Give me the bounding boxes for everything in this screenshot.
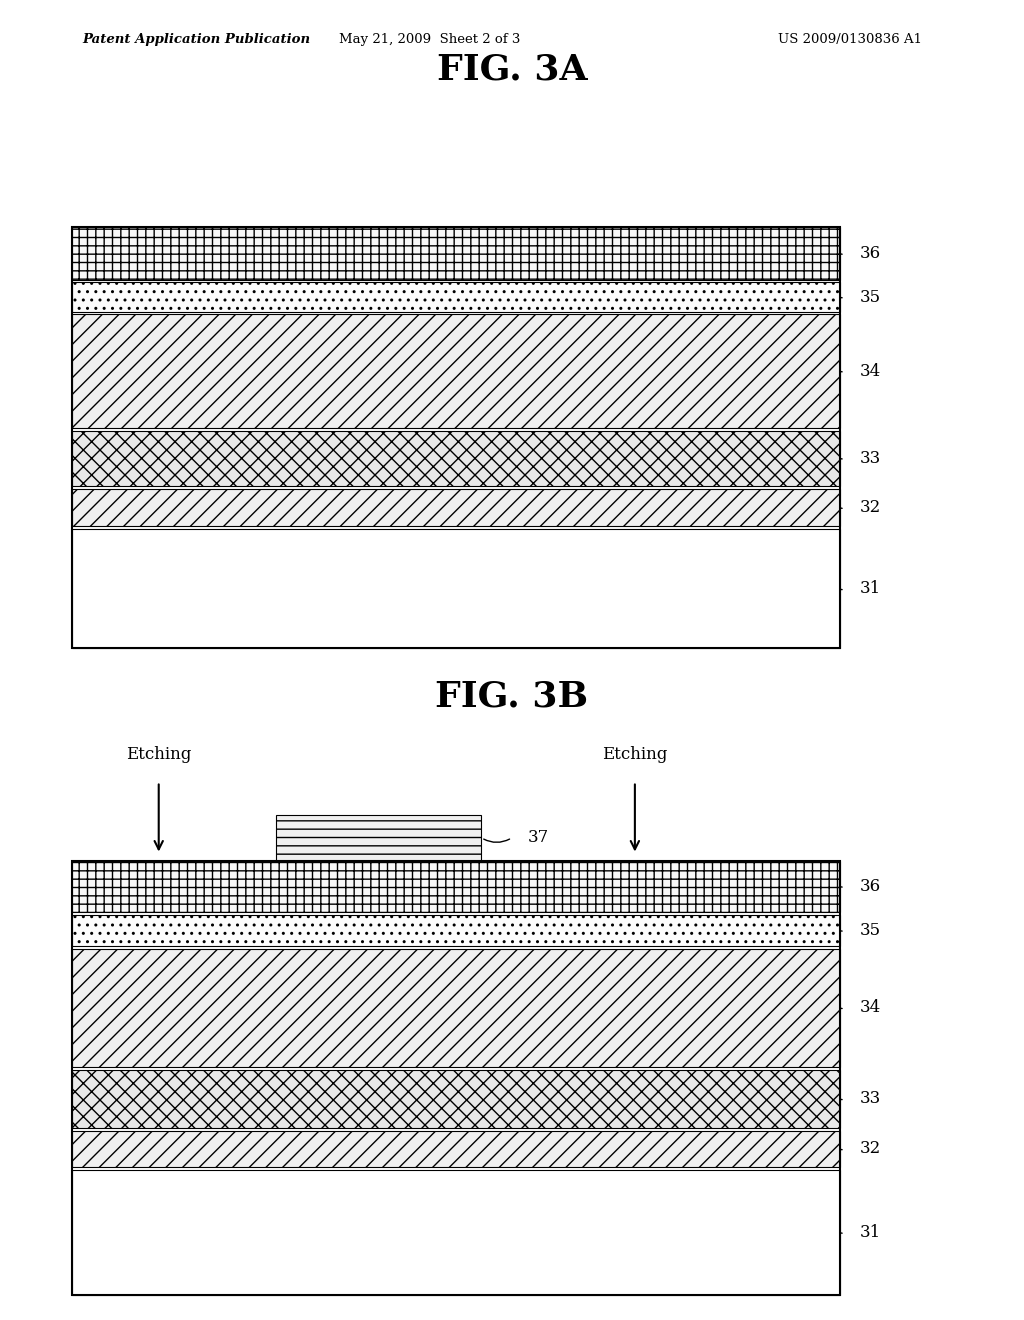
Text: 31: 31: [860, 1224, 882, 1241]
Text: FIG. 3A: FIG. 3A: [436, 53, 588, 87]
Bar: [72, 430, 840, 486]
Text: US 2009/0130836 A1: US 2009/0130836 A1: [778, 33, 923, 46]
Bar: [72, 488, 840, 527]
Text: 34: 34: [860, 999, 882, 1016]
Bar: [72, 1071, 840, 1127]
Bar: [72, 949, 840, 1067]
Bar: [72, 529, 840, 648]
Bar: [72, 227, 840, 648]
Text: 37: 37: [527, 829, 549, 846]
Text: 34: 34: [860, 363, 882, 380]
Text: 36: 36: [860, 246, 882, 261]
Bar: [72, 282, 840, 312]
Bar: [72, 314, 840, 428]
Text: 33: 33: [860, 1090, 882, 1107]
Text: 32: 32: [860, 499, 882, 516]
Text: 35: 35: [860, 289, 882, 305]
Text: 32: 32: [860, 1140, 882, 1158]
Bar: [72, 861, 840, 1295]
Bar: [72, 861, 840, 912]
Bar: [276, 814, 481, 861]
Text: Patent Application Publication: Patent Application Publication: [82, 33, 310, 46]
Text: 33: 33: [860, 450, 882, 467]
Text: 36: 36: [860, 878, 882, 895]
Text: May 21, 2009  Sheet 2 of 3: May 21, 2009 Sheet 2 of 3: [339, 33, 521, 46]
Text: 35: 35: [860, 921, 882, 939]
Bar: [72, 915, 840, 945]
Text: Etching: Etching: [126, 746, 191, 763]
Bar: [72, 1131, 840, 1167]
Text: Etching: Etching: [602, 746, 668, 763]
Bar: [72, 1171, 840, 1295]
Text: 31: 31: [860, 581, 882, 598]
Text: FIG. 3B: FIG. 3B: [435, 680, 589, 714]
Bar: [72, 227, 840, 280]
